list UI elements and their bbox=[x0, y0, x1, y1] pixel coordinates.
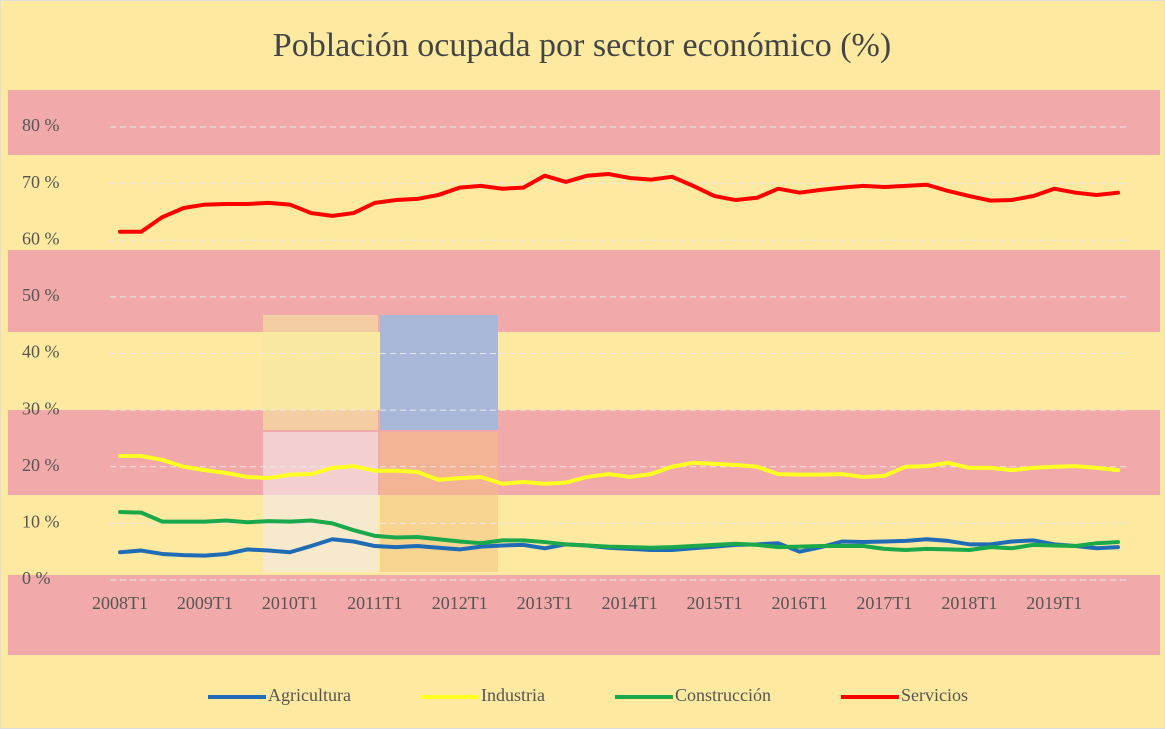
y-tick-label: 80 % bbox=[22, 115, 60, 135]
x-tick-label: 2016T1 bbox=[771, 593, 827, 613]
x-tick-label: 2019T1 bbox=[1026, 593, 1082, 613]
band bbox=[8, 410, 1160, 495]
chart-title: Población ocupada por sector económico (… bbox=[273, 27, 891, 64]
legend-label: Agricultura bbox=[268, 685, 351, 705]
series-line bbox=[118, 510, 1120, 552]
band bbox=[8, 90, 1160, 155]
band bbox=[8, 250, 1160, 332]
y-tick-label: 70 % bbox=[22, 172, 60, 192]
y-tick-label: 10 % bbox=[22, 512, 60, 532]
y-tick-label: 30 % bbox=[22, 398, 60, 418]
x-tick-label: 2012T1 bbox=[432, 593, 488, 613]
shield bbox=[380, 432, 498, 572]
legend-label: Construcción bbox=[675, 685, 771, 705]
x-tick-label: 2013T1 bbox=[517, 593, 573, 613]
y-tick-label: 40 % bbox=[22, 342, 60, 362]
legend-label: Industria bbox=[481, 685, 545, 705]
series-line bbox=[118, 453, 1120, 486]
x-tick-label: 2009T1 bbox=[177, 593, 233, 613]
x-tick-label: 2011T1 bbox=[347, 593, 402, 613]
x-tick-label: 2018T1 bbox=[941, 593, 997, 613]
shield bbox=[263, 315, 378, 430]
y-tick-label: 60 % bbox=[22, 228, 60, 248]
shield bbox=[380, 315, 498, 430]
x-tick-label: 2017T1 bbox=[856, 593, 912, 613]
shield bbox=[263, 432, 378, 572]
y-tick-label: 0 % bbox=[22, 568, 51, 588]
y-tick-label: 20 % bbox=[22, 455, 60, 475]
x-tick-label: 2015T1 bbox=[687, 593, 743, 613]
x-tick-label: 2008T1 bbox=[92, 593, 148, 613]
series-line bbox=[118, 171, 1120, 234]
x-tick-label: 2014T1 bbox=[602, 593, 658, 613]
x-tick-label: 2010T1 bbox=[262, 593, 318, 613]
legend-label: Servicios bbox=[901, 685, 968, 705]
band bbox=[8, 575, 1160, 655]
y-tick-label: 50 % bbox=[22, 285, 60, 305]
